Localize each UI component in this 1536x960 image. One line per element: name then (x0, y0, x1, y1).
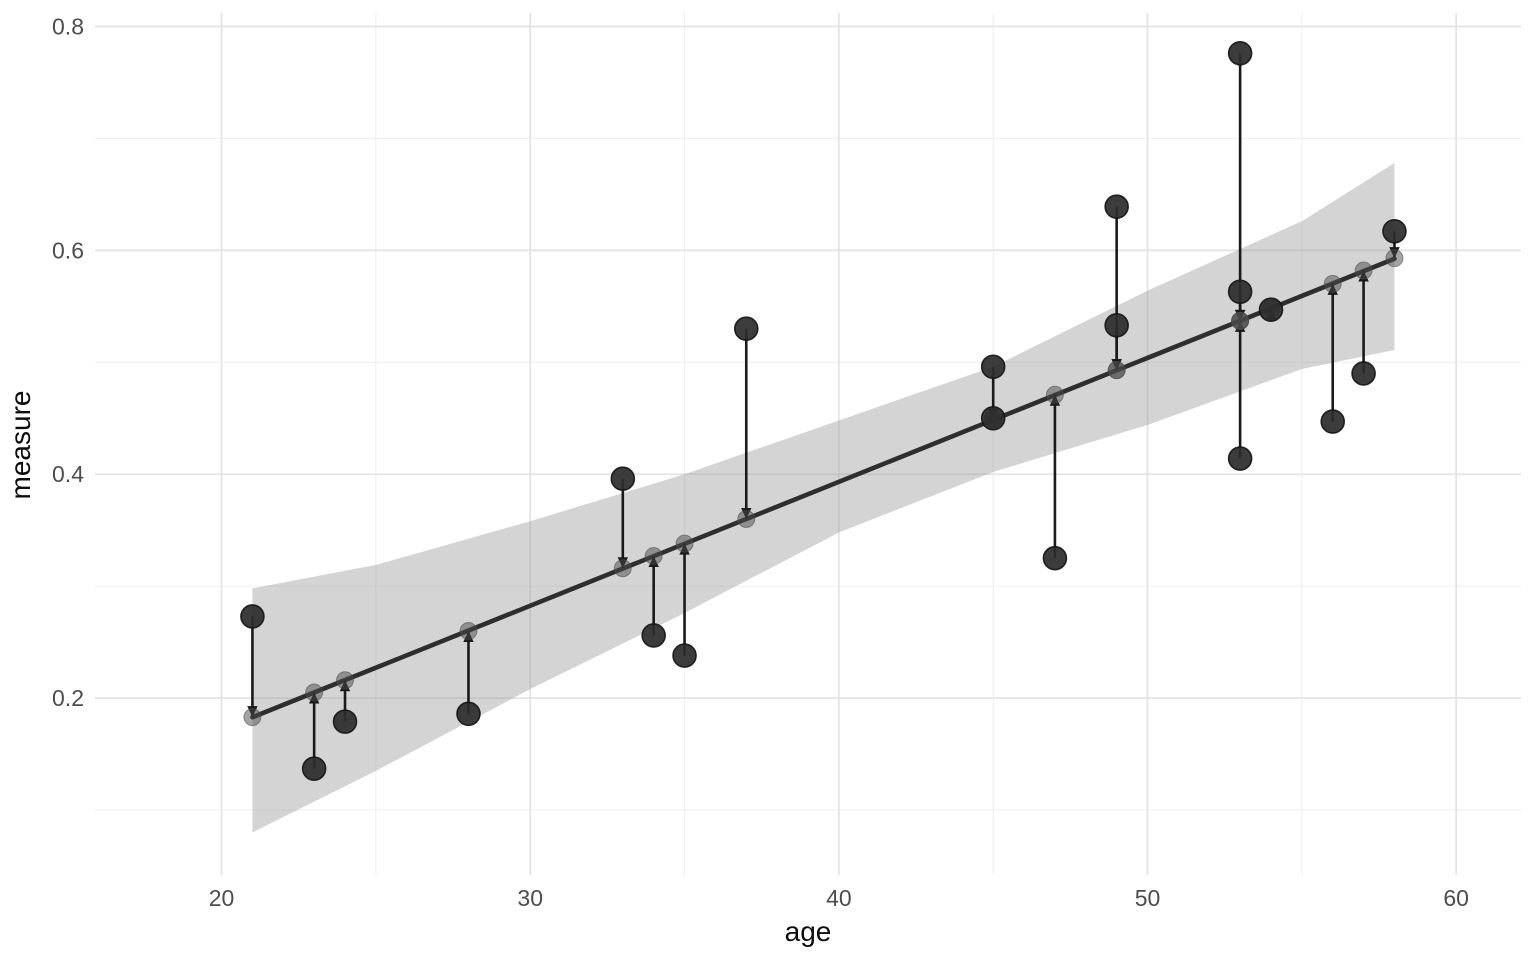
observed-point (1227, 41, 1253, 66)
x-axis-title: age (785, 916, 832, 947)
x-tick-label: 60 (1443, 885, 1469, 911)
fitted-point (305, 683, 324, 702)
observed-point (980, 405, 1006, 431)
x-tick-label: 30 (517, 885, 543, 911)
fitted-point (675, 534, 694, 553)
fitted-point (737, 510, 756, 529)
fitted-point (1045, 385, 1064, 404)
observed-point (672, 643, 697, 668)
y-axis-title: measure (5, 391, 36, 500)
observed-point (1227, 279, 1253, 305)
observed-point (733, 316, 759, 341)
observed-point (1042, 545, 1068, 571)
confidence-ribbon (252, 163, 1395, 833)
observed-point (332, 709, 358, 734)
observed-point (1104, 194, 1129, 219)
y-tick-label: 0.6 (52, 237, 84, 263)
fitted-point (644, 546, 663, 565)
observed-point (1320, 409, 1346, 434)
regression-line (250, 256, 1397, 720)
observed-point (1382, 218, 1407, 244)
observed-point (1351, 361, 1376, 386)
observed-point (301, 756, 327, 781)
fitted-point (1231, 311, 1250, 330)
observed-point (610, 466, 636, 492)
x-tick-label: 50 (1135, 885, 1161, 911)
x-tick-label: 40 (826, 885, 852, 911)
y-tick-label: 0.8 (52, 13, 84, 39)
fitted-point (336, 671, 355, 690)
plot-layers: 0.2 0.4 0.6 0.8 20 30 40 50 60 (52, 13, 1521, 911)
observed-point (456, 701, 481, 727)
fitted-point (243, 708, 262, 727)
fitted-point (1385, 249, 1404, 268)
x-tick-label: 20 (209, 885, 235, 911)
y-tick-label: 0.2 (52, 685, 84, 711)
y-tick-label: 0.4 (52, 461, 84, 487)
observed-point (980, 354, 1006, 380)
fitted-point (613, 559, 632, 578)
observed-point (1227, 446, 1253, 471)
fitted-point (459, 621, 478, 640)
observed-point (240, 604, 265, 629)
observed-point (1104, 313, 1129, 338)
fitted-point (1323, 274, 1342, 293)
fitted-point (1354, 261, 1373, 280)
observed-point (1258, 297, 1284, 322)
observed-point (641, 623, 666, 648)
fitted-point (1107, 361, 1126, 380)
